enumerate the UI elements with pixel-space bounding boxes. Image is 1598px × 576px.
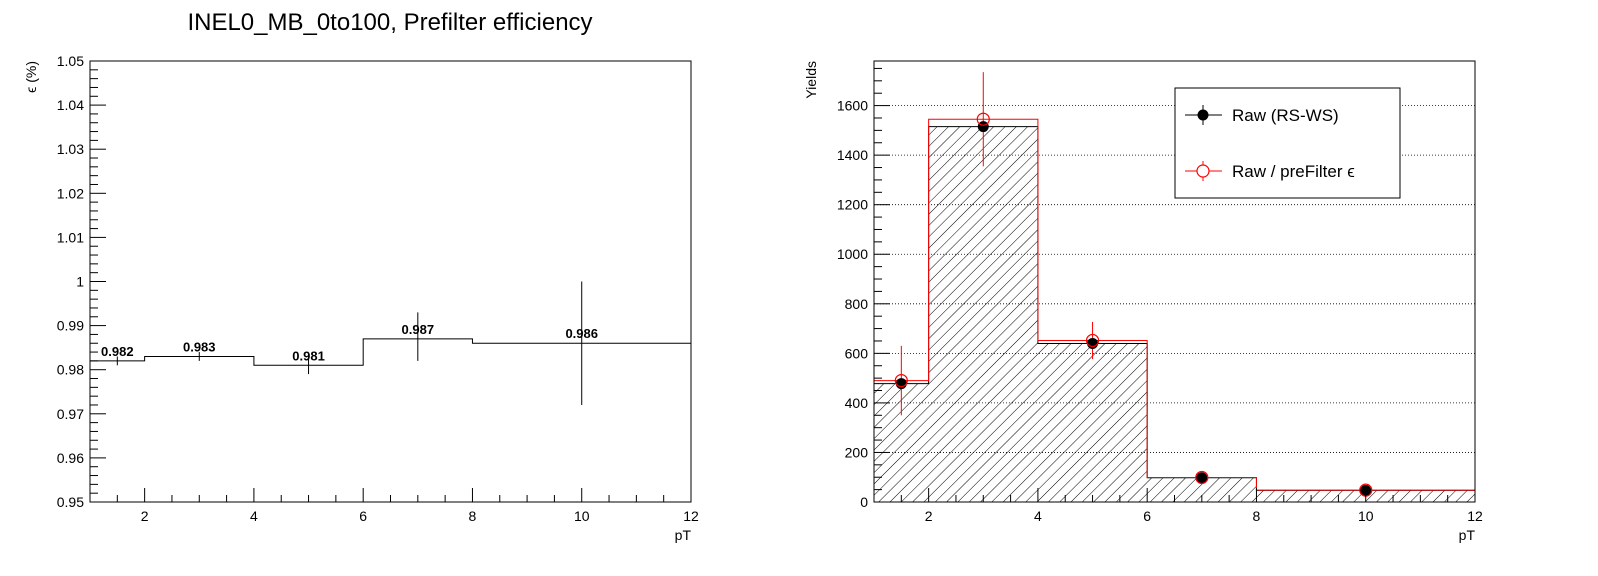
efficiency-value-label: 0.986: [565, 326, 598, 341]
yields-y-tick-label: 600: [845, 345, 869, 361]
efficiency-step-line: [90, 338, 691, 366]
legend-raw-label: Raw (RS-WS): [1232, 106, 1339, 125]
yields-raw-point: [1087, 337, 1099, 349]
yields-y-tick-label: 400: [845, 395, 869, 411]
yields-y-tick-label: 1000: [837, 246, 868, 262]
yields-x-tick-label: 10: [1358, 508, 1374, 524]
yields-raw-bar: [1037, 343, 1148, 502]
efficiency-x-tick-label: 2: [141, 508, 149, 524]
yields-y-tick-label: 0: [860, 494, 868, 510]
efficiency-value-label: 0.983: [183, 339, 216, 354]
efficiency-y-tick-label: 1.03: [57, 141, 84, 157]
yields-raw-bar: [928, 126, 1038, 503]
yields-prefilter-point: [1195, 470, 1209, 485]
efficiency-y-tick-label: 1.04: [57, 97, 84, 113]
legend-raw-marker: [1197, 109, 1209, 121]
efficiency-frame: [89, 60, 692, 503]
yields-legend: Raw (RS-WS) Raw / preFilter ϵ: [1174, 87, 1401, 199]
yields-raw-point: [1196, 472, 1208, 484]
efficiency-value-label: 0.982: [101, 344, 134, 359]
efficiency-value-label: 0.987: [402, 322, 435, 337]
efficiency-x-tick-label: 10: [574, 508, 590, 524]
yields-y-tick-label: 1200: [837, 197, 868, 213]
legend-entry-raw: Raw (RS-WS): [1185, 105, 1339, 125]
efficiency-y-tick-label: 0.96: [57, 450, 84, 466]
yields-x-tick-label: 6: [1143, 508, 1151, 524]
efficiency-value-label: 0.981: [292, 348, 325, 363]
yields-x-tick-label: 2: [925, 508, 933, 524]
yields-y-tick-label: 200: [845, 444, 869, 460]
efficiency-y-tick-label: 0.97: [57, 406, 84, 422]
legend-entry-prefilter: Raw / preFilter ϵ: [1185, 161, 1355, 181]
yields-x-tick-label: 12: [1467, 508, 1483, 524]
legend-box: [1174, 87, 1401, 199]
yields-raw-point: [977, 121, 989, 133]
efficiency-panel: INEL0_MB_0to100, Prefilter efficiency 0.…: [23, 9, 699, 543]
efficiency-y-tick-label: 1.02: [57, 185, 84, 201]
yields-x-axis-label: pT: [1459, 527, 1476, 543]
efficiency-y-tick-label: 1.01: [57, 229, 84, 245]
efficiency-title: INEL0_MB_0to100, Prefilter efficiency: [187, 9, 592, 36]
efficiency-x-axis: 2 4 6 8 10 12: [116, 488, 699, 524]
yields-raw-point: [895, 378, 907, 390]
legend-prefilter-marker: [1196, 164, 1210, 178]
yields-prefilter-point: [894, 374, 908, 388]
efficiency-y-tick-label: 0.98: [57, 362, 84, 378]
yields-panel: 0 200 400 600 800 1000 1200 1400 1600 2 4 6 8 10 12 p…: [803, 60, 1483, 543]
yields-y-axis: 0 200 400 600 800 1000 1200 1400 1600: [837, 67, 890, 510]
efficiency-y-axis: 0.95 0.96 0.97 0.98 0.99 1 1.01 1.02 1.03 1.04 1.0…: [57, 53, 106, 510]
efficiency-x-axis-label: pT: [675, 527, 692, 543]
efficiency-x-tick-label: 8: [469, 508, 477, 524]
efficiency-y-axis-label: ϵ (%): [23, 61, 39, 93]
efficiency-x-tick-label: 6: [359, 508, 367, 524]
yields-y-tick-label: 800: [845, 296, 869, 312]
efficiency-series: 0.982 0.983 0.981 0.987 0.986: [90, 281, 691, 405]
yields-x-axis: 2 4 6 8 10 12: [900, 488, 1483, 524]
efficiency-y-tick-label: 1: [76, 274, 84, 290]
efficiency-y-tick-label: 1.05: [57, 53, 84, 69]
yields-y-tick-label: 1400: [837, 147, 868, 163]
yields-y-tick-label: 1600: [837, 98, 868, 114]
yields-prefilter-point: [1085, 333, 1100, 348]
yields-x-tick-label: 8: [1253, 508, 1261, 524]
yields-prefilter-point: [976, 112, 990, 126]
efficiency-x-tick-label: 12: [683, 508, 699, 524]
efficiency-x-tick-label: 4: [250, 508, 258, 524]
efficiency-y-tick-label: 0.95: [57, 494, 84, 510]
yields-x-tick-label: 4: [1034, 508, 1042, 524]
legend-prefilter-label: Raw / preFilter ϵ: [1232, 162, 1355, 181]
efficiency-y-tick-label: 0.99: [57, 318, 84, 334]
yields-y-axis-label: Yields: [803, 61, 819, 99]
